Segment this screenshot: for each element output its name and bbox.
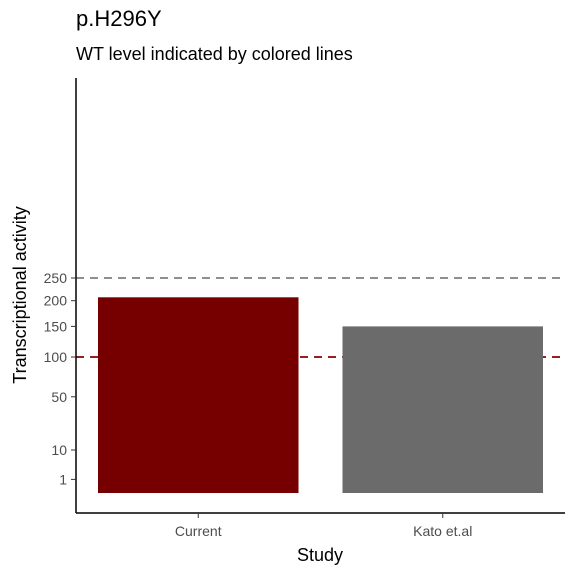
x-axis-title: Study bbox=[297, 545, 343, 565]
bar-kato-et-al bbox=[342, 326, 543, 493]
axes bbox=[75, 78, 565, 514]
y-tick-label: 1 bbox=[59, 471, 67, 487]
y-tick-label: 10 bbox=[51, 442, 67, 458]
x-tick-label: Current bbox=[175, 523, 222, 539]
chart-title: p.H296Y bbox=[76, 6, 162, 31]
x-tick-label: Kato et.al bbox=[413, 523, 472, 539]
y-tick-label: 250 bbox=[44, 270, 68, 286]
y-tick-label: 200 bbox=[44, 293, 68, 309]
y-axis-title: Transcriptional activity bbox=[10, 206, 30, 383]
y-tick-label: 150 bbox=[44, 318, 68, 334]
bar-current bbox=[98, 297, 299, 493]
y-tick-label: 50 bbox=[51, 389, 67, 405]
y-ticks: 1 10 50 100 150 200 250 bbox=[44, 270, 76, 487]
bars bbox=[98, 297, 543, 493]
y-tick-label: 100 bbox=[44, 349, 68, 365]
x-ticks: Current Kato et.al bbox=[175, 513, 472, 539]
chart-subtitle: WT level indicated by colored lines bbox=[76, 44, 353, 64]
